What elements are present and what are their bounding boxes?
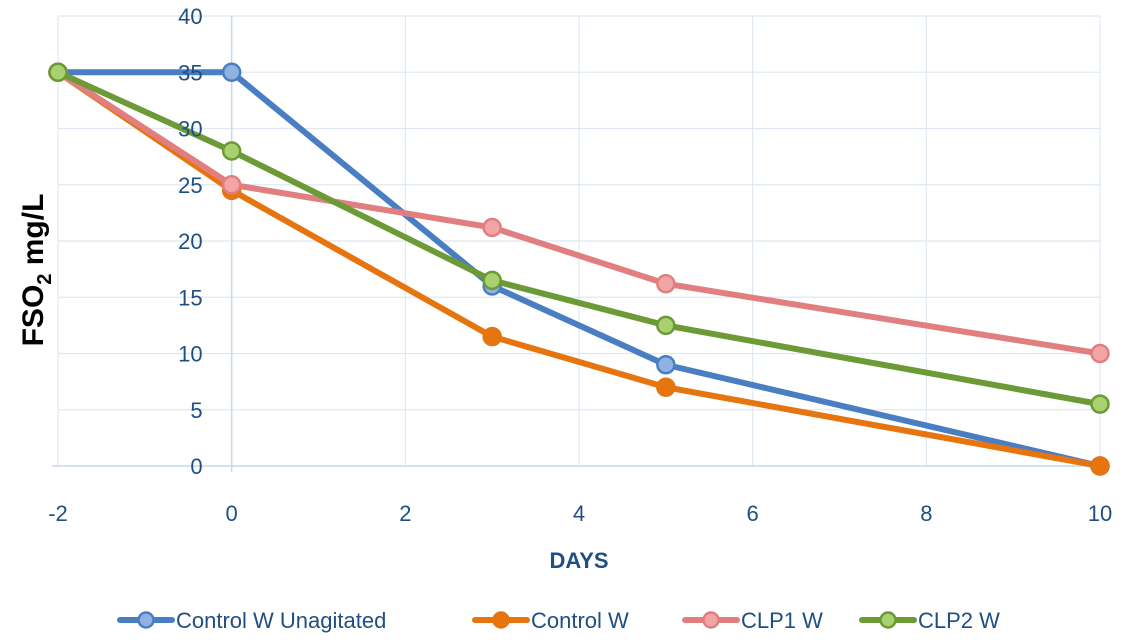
data-point — [656, 377, 676, 397]
tick-labels: -2 0 2 4 6 8 10 0 5 10 15 20 25 30 35 40 — [48, 4, 1112, 526]
grid — [57, 15, 1101, 466]
y-tick-label: 0 — [190, 454, 202, 479]
data-point — [482, 270, 502, 291]
data-point — [1090, 394, 1110, 414]
y-tick-label: 20 — [178, 229, 202, 254]
data-point — [656, 315, 676, 336]
legend-swatch-marker — [492, 611, 510, 629]
data-point — [221, 175, 242, 195]
y-tick-label: 25 — [178, 173, 202, 198]
data-point — [482, 326, 502, 347]
x-tick-label: 10 — [1088, 501, 1112, 526]
y-tick-label: 5 — [190, 398, 202, 423]
y-tick-label: 15 — [178, 285, 202, 310]
y-axis-title-suffix: mg/L — [17, 194, 50, 274]
data-point — [221, 141, 242, 161]
legend-entry: Control W Unagitated — [117, 608, 386, 633]
x-tick-label: 2 — [399, 501, 411, 526]
y-axis-title-prefix: FSO — [17, 285, 50, 347]
legend-swatch-marker — [137, 611, 155, 629]
x-tick-label: 6 — [747, 501, 759, 526]
data-point — [1090, 343, 1110, 364]
legend-label: CLP2 W — [918, 608, 1000, 633]
x-axis-title: DAYS — [549, 548, 608, 573]
legend-label: Control W Unagitated — [176, 608, 386, 633]
y-axis-title: FSO2 mg/L — [17, 194, 56, 347]
legend-entry: Control W — [472, 608, 629, 633]
legend-swatch-marker — [879, 611, 897, 629]
legend-entry: CLP2 W — [859, 608, 1000, 633]
x-tick-label: -2 — [48, 501, 68, 526]
x-tick-label: 0 — [226, 501, 238, 526]
data-point — [48, 62, 68, 82]
x-tick-label: 8 — [920, 501, 932, 526]
y-tick-label: 40 — [178, 4, 202, 29]
y-tick-label: 35 — [178, 60, 202, 85]
x-tick-label: 4 — [573, 501, 585, 526]
data-point — [1090, 456, 1110, 476]
series-group — [48, 62, 1110, 476]
legend-label: CLP1 W — [741, 608, 823, 633]
y-axis-title-subscript: 2 — [34, 274, 56, 285]
legend: Control W Unagitated Control W CLP1 W CLP2 … — [117, 608, 1000, 633]
data-point — [656, 274, 676, 294]
data-point — [656, 355, 676, 375]
data-point — [221, 62, 242, 82]
axes — [52, 16, 1100, 472]
legend-entry: CLP1 W — [682, 608, 823, 633]
legend-swatch-marker — [702, 611, 720, 629]
data-point — [482, 217, 502, 238]
y-tick-label: 30 — [178, 117, 202, 142]
y-tick-label: 10 — [178, 342, 202, 367]
legend-label: Control W — [531, 608, 629, 633]
